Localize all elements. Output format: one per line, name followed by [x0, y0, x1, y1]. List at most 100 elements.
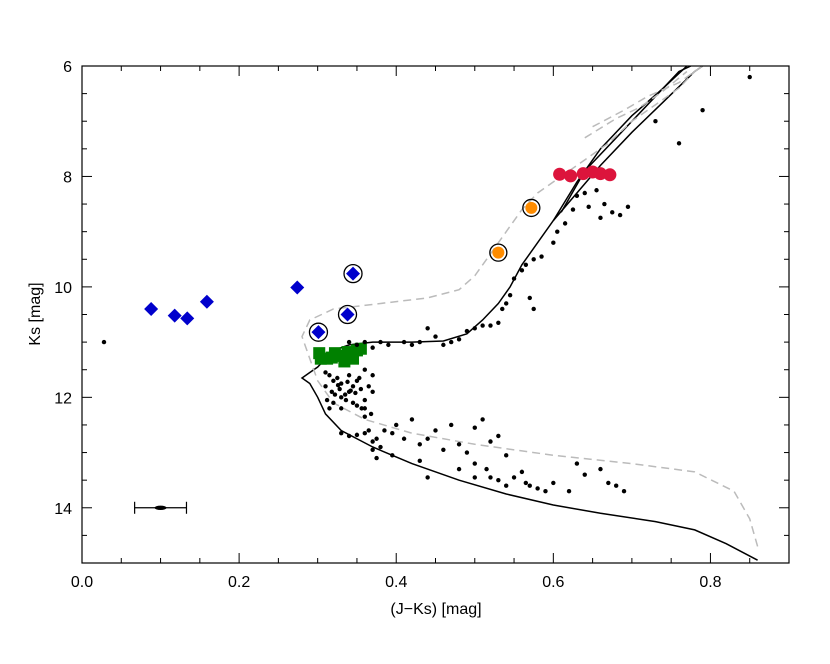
black-dots-point-36 — [362, 414, 367, 419]
black-dots — [101, 74, 752, 494]
orange-circles-point-1-ring — [522, 198, 541, 218]
black-dots-point-55 — [456, 442, 462, 447]
blue-diamonds — [144, 266, 361, 340]
black-dots-point-28 — [370, 373, 375, 378]
black-dots-point-30 — [345, 379, 350, 385]
black-dots-point-32 — [324, 397, 330, 403]
black-dots-point-2 — [327, 373, 332, 378]
black-dots-point-83 — [425, 475, 430, 480]
black-dots-point-24 — [353, 390, 358, 396]
blue-diamonds-point-2 — [180, 311, 195, 326]
black-dots-point-52 — [433, 428, 438, 433]
black-dots-point-73 — [574, 461, 580, 466]
black-dots-point-43 — [374, 436, 379, 441]
black-dots-point-91 — [362, 339, 367, 345]
black-dots-point-51 — [425, 436, 430, 441]
x-tick-label: 0.8 — [699, 574, 721, 591]
blue-diamonds-point-5 — [311, 325, 326, 340]
blue-diamonds-circled-point-2 — [343, 263, 363, 284]
black-dots-point-10 — [362, 367, 367, 372]
orange-circles-point-0 — [492, 246, 505, 259]
black-dots-point-82 — [456, 466, 462, 472]
y-tick-label: 14 — [54, 501, 72, 518]
green-squares — [313, 342, 367, 368]
black-dots-point-76 — [606, 480, 611, 486]
black-dots-point-29 — [370, 389, 375, 395]
black-dots-point-101 — [449, 339, 454, 345]
black-dots-point-68 — [527, 483, 532, 488]
black-dots-point-54 — [449, 422, 454, 428]
black-dots-point-117 — [555, 229, 560, 234]
black-dots-point-58 — [480, 417, 485, 422]
y-tick-label: 8 — [63, 169, 72, 186]
black-dots-point-123 — [594, 188, 599, 193]
blue-diamonds-point-7 — [346, 266, 361, 281]
black-dots-point-129 — [527, 295, 532, 301]
black-dots-point-59 — [488, 439, 493, 444]
ticks — [81, 65, 790, 564]
black-dots-point-132 — [676, 141, 682, 146]
black-dots-point-63 — [496, 477, 501, 483]
black-dots-point-71 — [551, 480, 556, 486]
black-dots-point-122 — [586, 204, 591, 210]
black-dots-point-87 — [370, 447, 375, 452]
black-dots-point-84 — [417, 458, 422, 464]
x-axis-label: (J−Ks) [mag] — [390, 601, 481, 618]
black-dots-point-4 — [335, 375, 340, 381]
black-dots-point-34 — [357, 375, 362, 381]
black-dots-point-113 — [523, 262, 529, 267]
black-dots-point-109 — [504, 301, 509, 306]
black-dots-point-131 — [653, 119, 658, 124]
black-dots-point-1 — [323, 370, 328, 375]
black-dots-point-64 — [504, 483, 509, 488]
blue-diamonds-point-1 — [167, 308, 182, 323]
blue-diamonds-point-4 — [290, 280, 305, 295]
black-dots-point-17 — [350, 400, 356, 406]
black-dots-point-104 — [472, 326, 477, 331]
y-axis-label: Ks [mag] — [27, 282, 44, 345]
black-dots-point-53 — [441, 447, 446, 452]
black-dots-point-45 — [382, 428, 387, 433]
black-dots-point-110 — [507, 292, 513, 298]
black-dots-point-130 — [531, 306, 536, 312]
isochrone-dashed-lower — [301, 66, 759, 547]
black-dots-point-107 — [496, 320, 501, 325]
black-dots-point-14 — [339, 395, 344, 400]
black-dots-point-72 — [566, 489, 572, 494]
black-dots-point-7 — [350, 384, 356, 389]
y-tick-label: 10 — [54, 280, 72, 297]
orange-circles-point-1 — [525, 201, 538, 214]
tick-labels: 0.0 0.2 0.4 0.6 0.8 6 8 10 12 14 — [54, 59, 721, 591]
blue-diamonds-point-3 — [199, 294, 214, 309]
red-circles — [553, 165, 617, 183]
black-dots-point-40 — [362, 431, 367, 436]
black-dots-point-67 — [523, 480, 529, 486]
black-dots-point-97 — [417, 339, 422, 345]
red-circles-point-4 — [593, 167, 607, 181]
black-dots-point-61 — [472, 475, 477, 480]
black-dots-point-99 — [433, 334, 438, 339]
blue-diamonds-circled — [308, 263, 363, 342]
black-dots-point-69 — [535, 486, 540, 491]
black-dots-point-92 — [370, 345, 375, 350]
black-dots-point-120 — [574, 193, 580, 198]
orange-circles-point-0-ring — [489, 243, 508, 262]
black-dots-point-85 — [390, 453, 395, 458]
black-dots-point-26 — [362, 397, 367, 403]
red-circles-point-1 — [564, 169, 578, 183]
black-dots-point-33 — [335, 382, 341, 388]
black-dots-point-89 — [346, 339, 352, 345]
black-dots-point-66 — [519, 469, 525, 475]
black-dots-point-57 — [472, 425, 477, 430]
x-tick-label: 0.4 — [385, 574, 407, 591]
black-dots-point-112 — [519, 268, 525, 273]
black-dots-point-128 — [625, 204, 631, 210]
x-tick-label: 0.0 — [71, 574, 93, 591]
black-dots-point-133 — [700, 107, 705, 113]
black-dots-point-121 — [582, 190, 587, 196]
black-dots-point-38 — [346, 433, 352, 439]
black-dots-point-13 — [332, 392, 338, 397]
black-dots-point-88 — [362, 406, 367, 411]
black-dots-point-42 — [370, 439, 375, 444]
